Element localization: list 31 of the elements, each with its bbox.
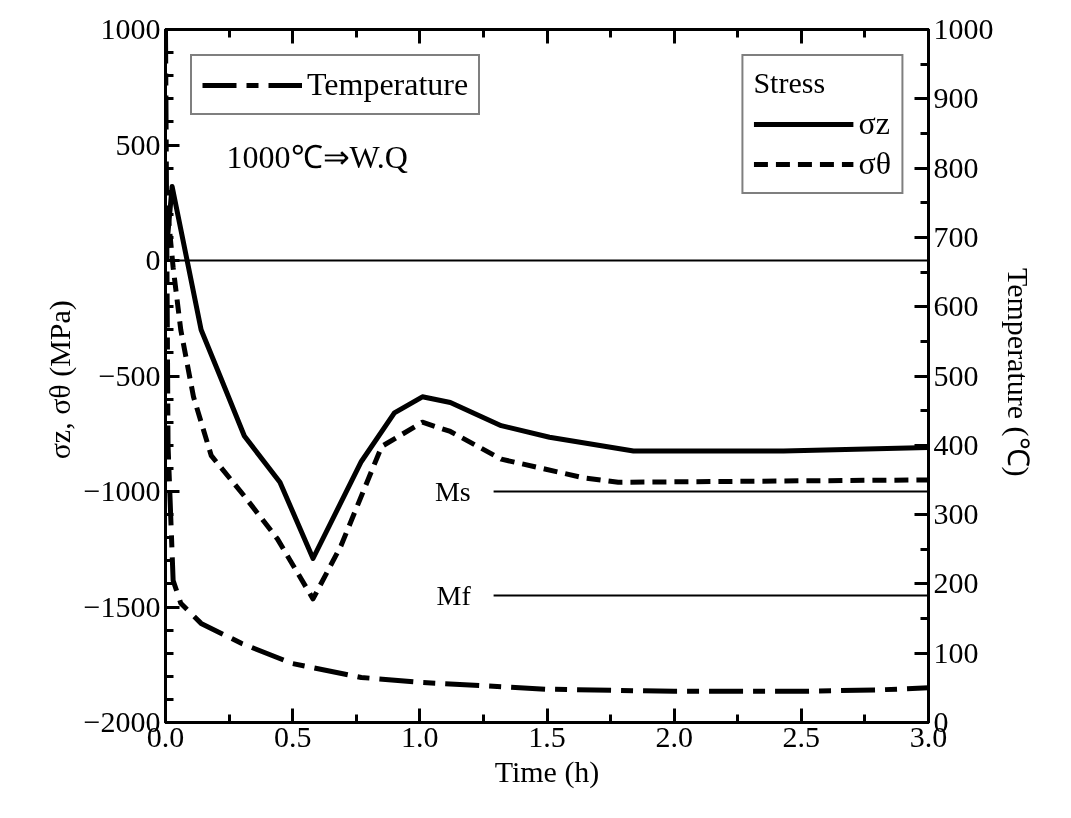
y2-tick-label: 100 (933, 635, 979, 669)
y2-axis-title: Temperature (℃) (1000, 267, 1035, 477)
y2-tick-label: 1000 (933, 12, 994, 45)
annotation: 1000℃⇒W.Q (226, 139, 408, 176)
y2-tick-label: 800 (933, 150, 979, 184)
y2-tick-label: 700 (933, 219, 979, 253)
x-tick-label: 2.0 (655, 719, 693, 753)
y2-tick-label: 400 (933, 427, 979, 461)
legend-title: Stress (753, 66, 827, 100)
y-tick-label: 500 (115, 127, 161, 161)
y-tick-label: −1000 (83, 474, 161, 507)
y-tick-label: 0 (145, 243, 161, 276)
y2-tick-label: 300 (933, 497, 979, 531)
x-tick-label: 1.0 (401, 719, 439, 753)
x-axis-title: Time (h) (494, 754, 600, 789)
legend-label: σθ (858, 145, 891, 182)
y-tick-label: −1500 (83, 589, 161, 623)
legend-label: σz (858, 105, 890, 142)
x-tick-label: 0.5 (273, 719, 312, 753)
x-tick-label: 1.5 (528, 719, 566, 753)
x-tick-label: 2.5 (782, 719, 821, 753)
ref-line-label: Mf (436, 579, 472, 611)
y2-tick-label: 900 (933, 81, 979, 115)
y-tick-label: 1000 (100, 12, 161, 45)
ref-line-label: Ms (434, 476, 471, 507)
y2-tick-label: 200 (933, 566, 979, 600)
y-tick-label: −500 (98, 358, 161, 392)
legend-label: Temperature (307, 66, 469, 103)
y2-tick-label: 600 (933, 289, 979, 323)
y-axis-title: σz, σθ (MPa) (42, 300, 77, 460)
y2-tick-label: 500 (933, 358, 979, 392)
